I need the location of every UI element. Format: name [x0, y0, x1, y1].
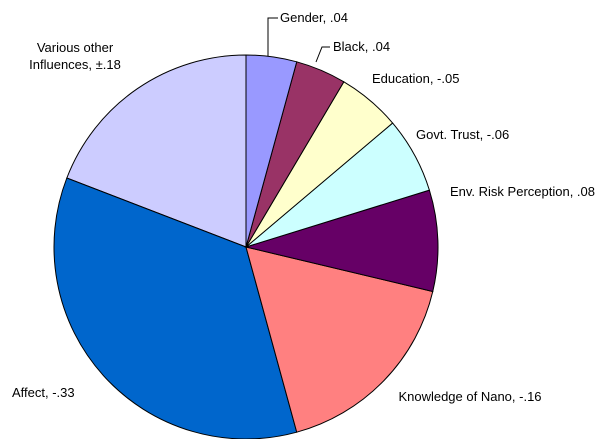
- slice-label: Knowledge of Nano, -.16: [398, 389, 542, 404]
- slice-label: Env. Risk Perception, .08: [450, 184, 595, 199]
- pie-slice: [245, 246, 434, 433]
- leader-line: [267, 17, 278, 56]
- slice-label: Affect, -.33: [12, 385, 75, 400]
- leader-line: [315, 46, 330, 63]
- slice-label: Govt. Trust, -.06: [416, 127, 510, 142]
- pie-slice: [245, 54, 298, 248]
- slice-label: Various other Influences, ±.18: [29, 40, 121, 72]
- pie-slice: [244, 189, 439, 293]
- pie-slice: [66, 54, 247, 248]
- slice-label: Gender, .04: [280, 10, 348, 25]
- slice-label: Black, .04: [333, 39, 391, 54]
- slice-label: Education, -.05: [372, 71, 460, 86]
